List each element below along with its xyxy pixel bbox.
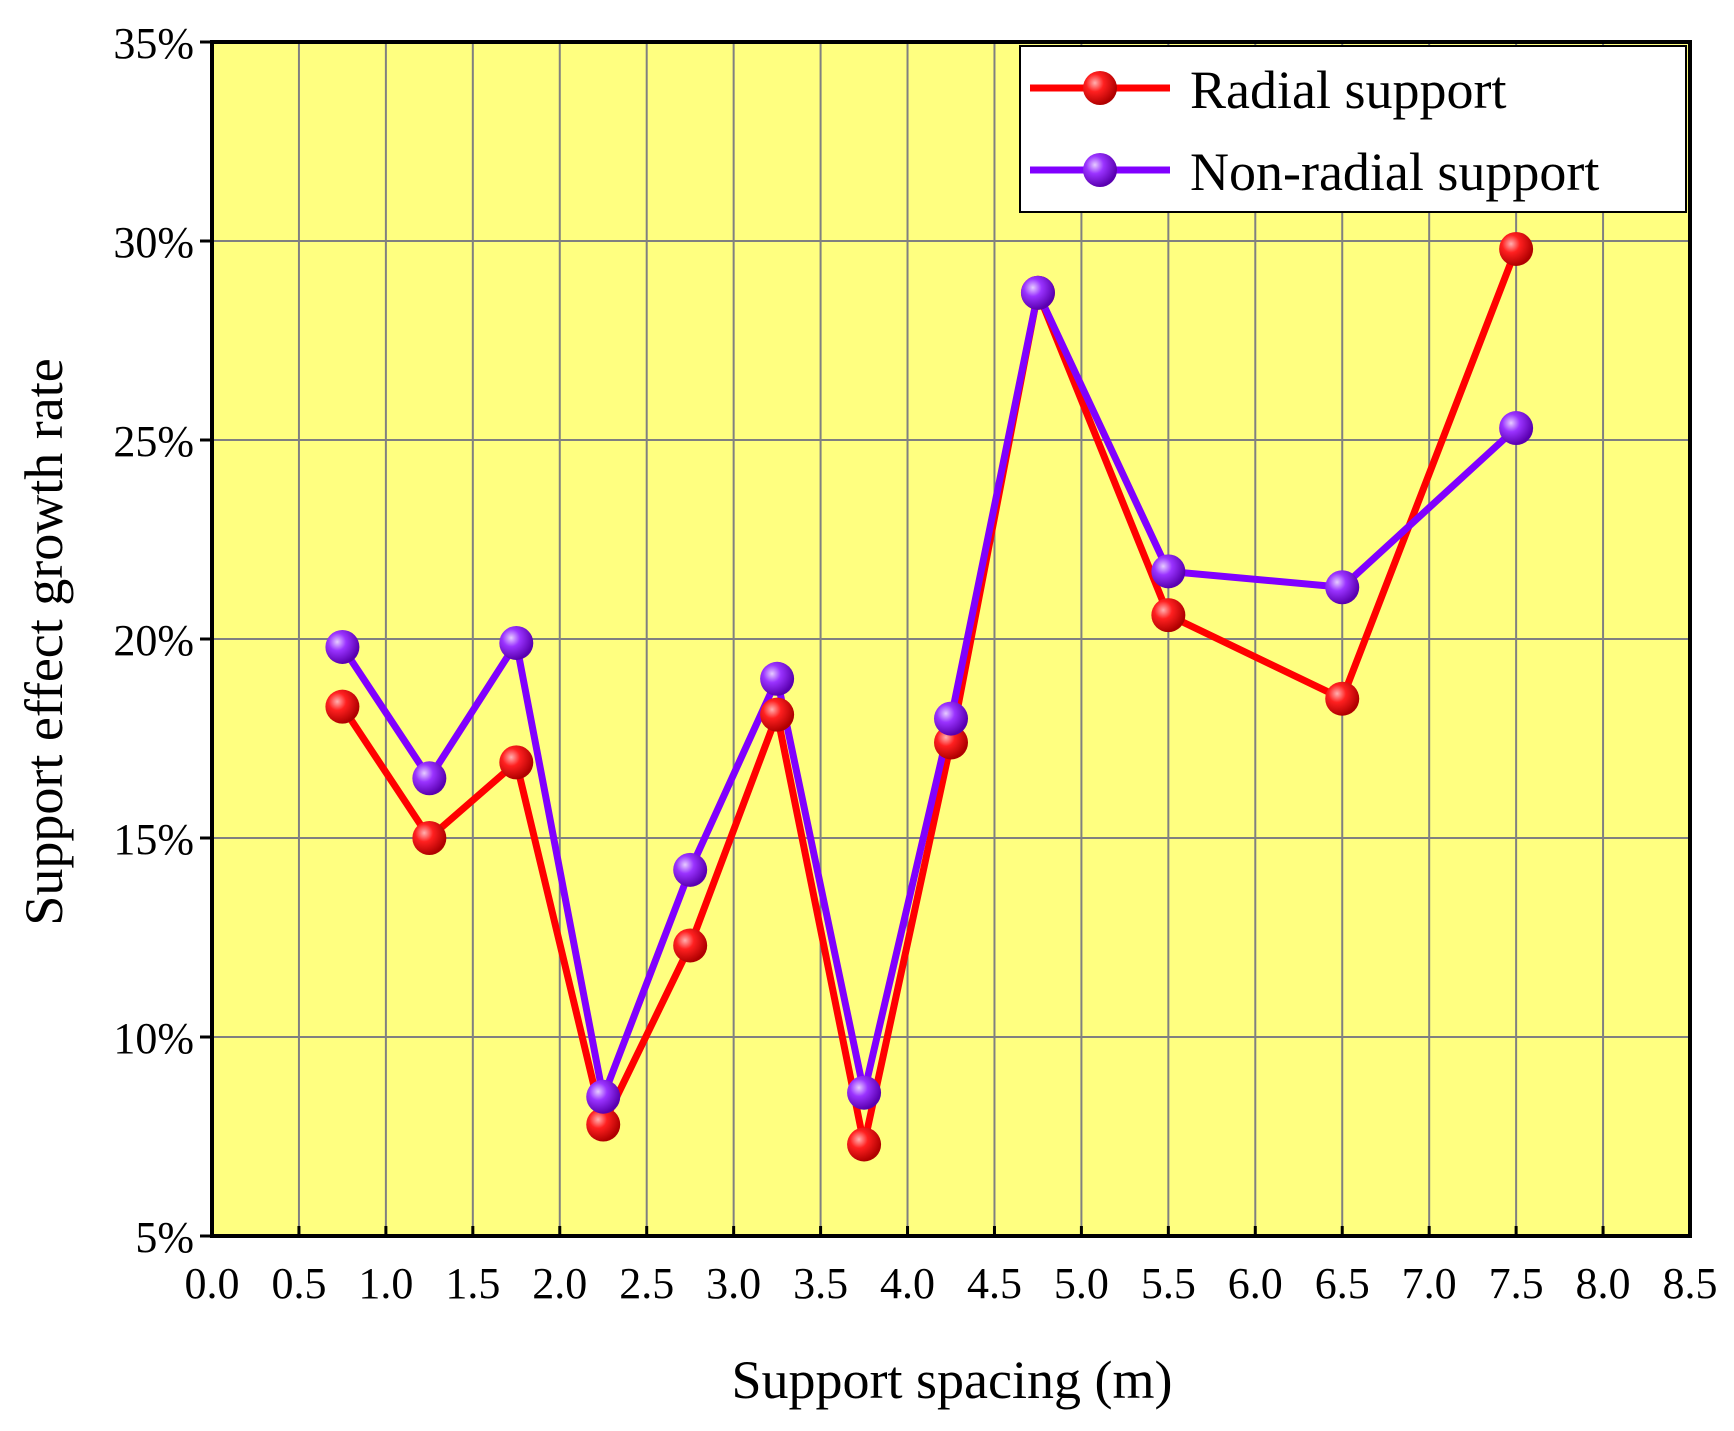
series-line-nonradial <box>339 289 1519 1101</box>
data-point-nonradial <box>1325 570 1360 605</box>
x-tick-label: 3.0 <box>706 1259 761 1308</box>
data-point-nonradial <box>847 1075 882 1110</box>
y-tick-label: 35% <box>113 19 194 68</box>
legend-marker-nonradial <box>1083 153 1117 187</box>
y-tick-label: 10% <box>113 1014 194 1063</box>
data-point-nonradial <box>1151 554 1186 589</box>
x-tick-label: 1.5 <box>445 1259 500 1308</box>
x-tick-label: 2.0 <box>532 1259 587 1308</box>
x-tick-label: 0.0 <box>185 1259 240 1308</box>
y-tick-label: 15% <box>113 815 194 864</box>
legend-marker-radial <box>1083 71 1117 105</box>
data-point-nonradial <box>325 629 360 664</box>
x-tick-label: 5.5 <box>1141 1259 1196 1308</box>
y-tick-label: 30% <box>113 218 194 267</box>
y-tick-label: 20% <box>113 616 194 665</box>
data-point-nonradial <box>412 761 447 796</box>
y-tick-label: 5% <box>135 1213 194 1262</box>
x-tick-label: 7.0 <box>1402 1259 1457 1308</box>
x-tick-label: 4.5 <box>967 1259 1022 1308</box>
series-layer <box>325 231 1534 1162</box>
data-point-radial <box>325 689 360 724</box>
legend: Radial support Non-radial support <box>1019 45 1687 213</box>
x-tick-label: 8.0 <box>1576 1259 1631 1308</box>
data-point-radial <box>586 1107 621 1142</box>
data-point-nonradial <box>586 1079 621 1114</box>
data-point-nonradial <box>1499 411 1534 446</box>
y-axis-title: Support effect growth rate <box>14 358 74 925</box>
x-tick-label: 0.5 <box>271 1259 326 1308</box>
x-tick-label: 2.5 <box>619 1259 674 1308</box>
data-point-nonradial <box>499 625 534 660</box>
data-point-radial <box>499 745 534 780</box>
data-point-radial <box>1499 231 1534 266</box>
data-point-nonradial <box>760 661 795 696</box>
x-tick-label: 1.0 <box>358 1259 413 1308</box>
x-tick-label: 8.5 <box>1663 1259 1718 1308</box>
legend-label-radial: Radial support <box>1190 60 1506 120</box>
data-point-radial <box>673 928 708 963</box>
data-point-radial <box>934 725 968 760</box>
data-point-nonradial <box>1020 275 1055 310</box>
data-point-radial <box>1325 681 1360 716</box>
data-point-radial <box>412 821 447 855</box>
legend-label-nonradial: Non-radial support <box>1190 142 1599 202</box>
y-axis: 5% 10% 15% 20% 25% 30% 35% <box>113 19 212 1262</box>
data-point-radial <box>760 697 795 732</box>
x-tick-label: 6.5 <box>1315 1259 1370 1308</box>
y-tick-label: 25% <box>113 417 194 466</box>
x-tick-label: 5.0 <box>1054 1259 1109 1308</box>
x-tick-label: 7.5 <box>1489 1259 1544 1308</box>
data-point-radial <box>1151 598 1186 633</box>
series-line-radial <box>339 247 1520 1148</box>
x-tick-label: 6.0 <box>1228 1259 1283 1308</box>
x-tick-label: 4.0 <box>880 1259 935 1308</box>
x-tick-label: 3.5 <box>793 1259 848 1308</box>
data-point-nonradial <box>934 701 968 736</box>
legend-box <box>1019 45 1687 213</box>
x-axis: 0.0 0.5 1.0 1.5 2.0 2.5 3.0 3.5 4.0 4.5 5.0 5.5 6.0 6… <box>185 1226 1718 1308</box>
data-point-radial <box>847 1127 882 1162</box>
data-point-nonradial <box>673 852 708 887</box>
x-axis-title: Support spacing (m) <box>732 1350 1173 1410</box>
